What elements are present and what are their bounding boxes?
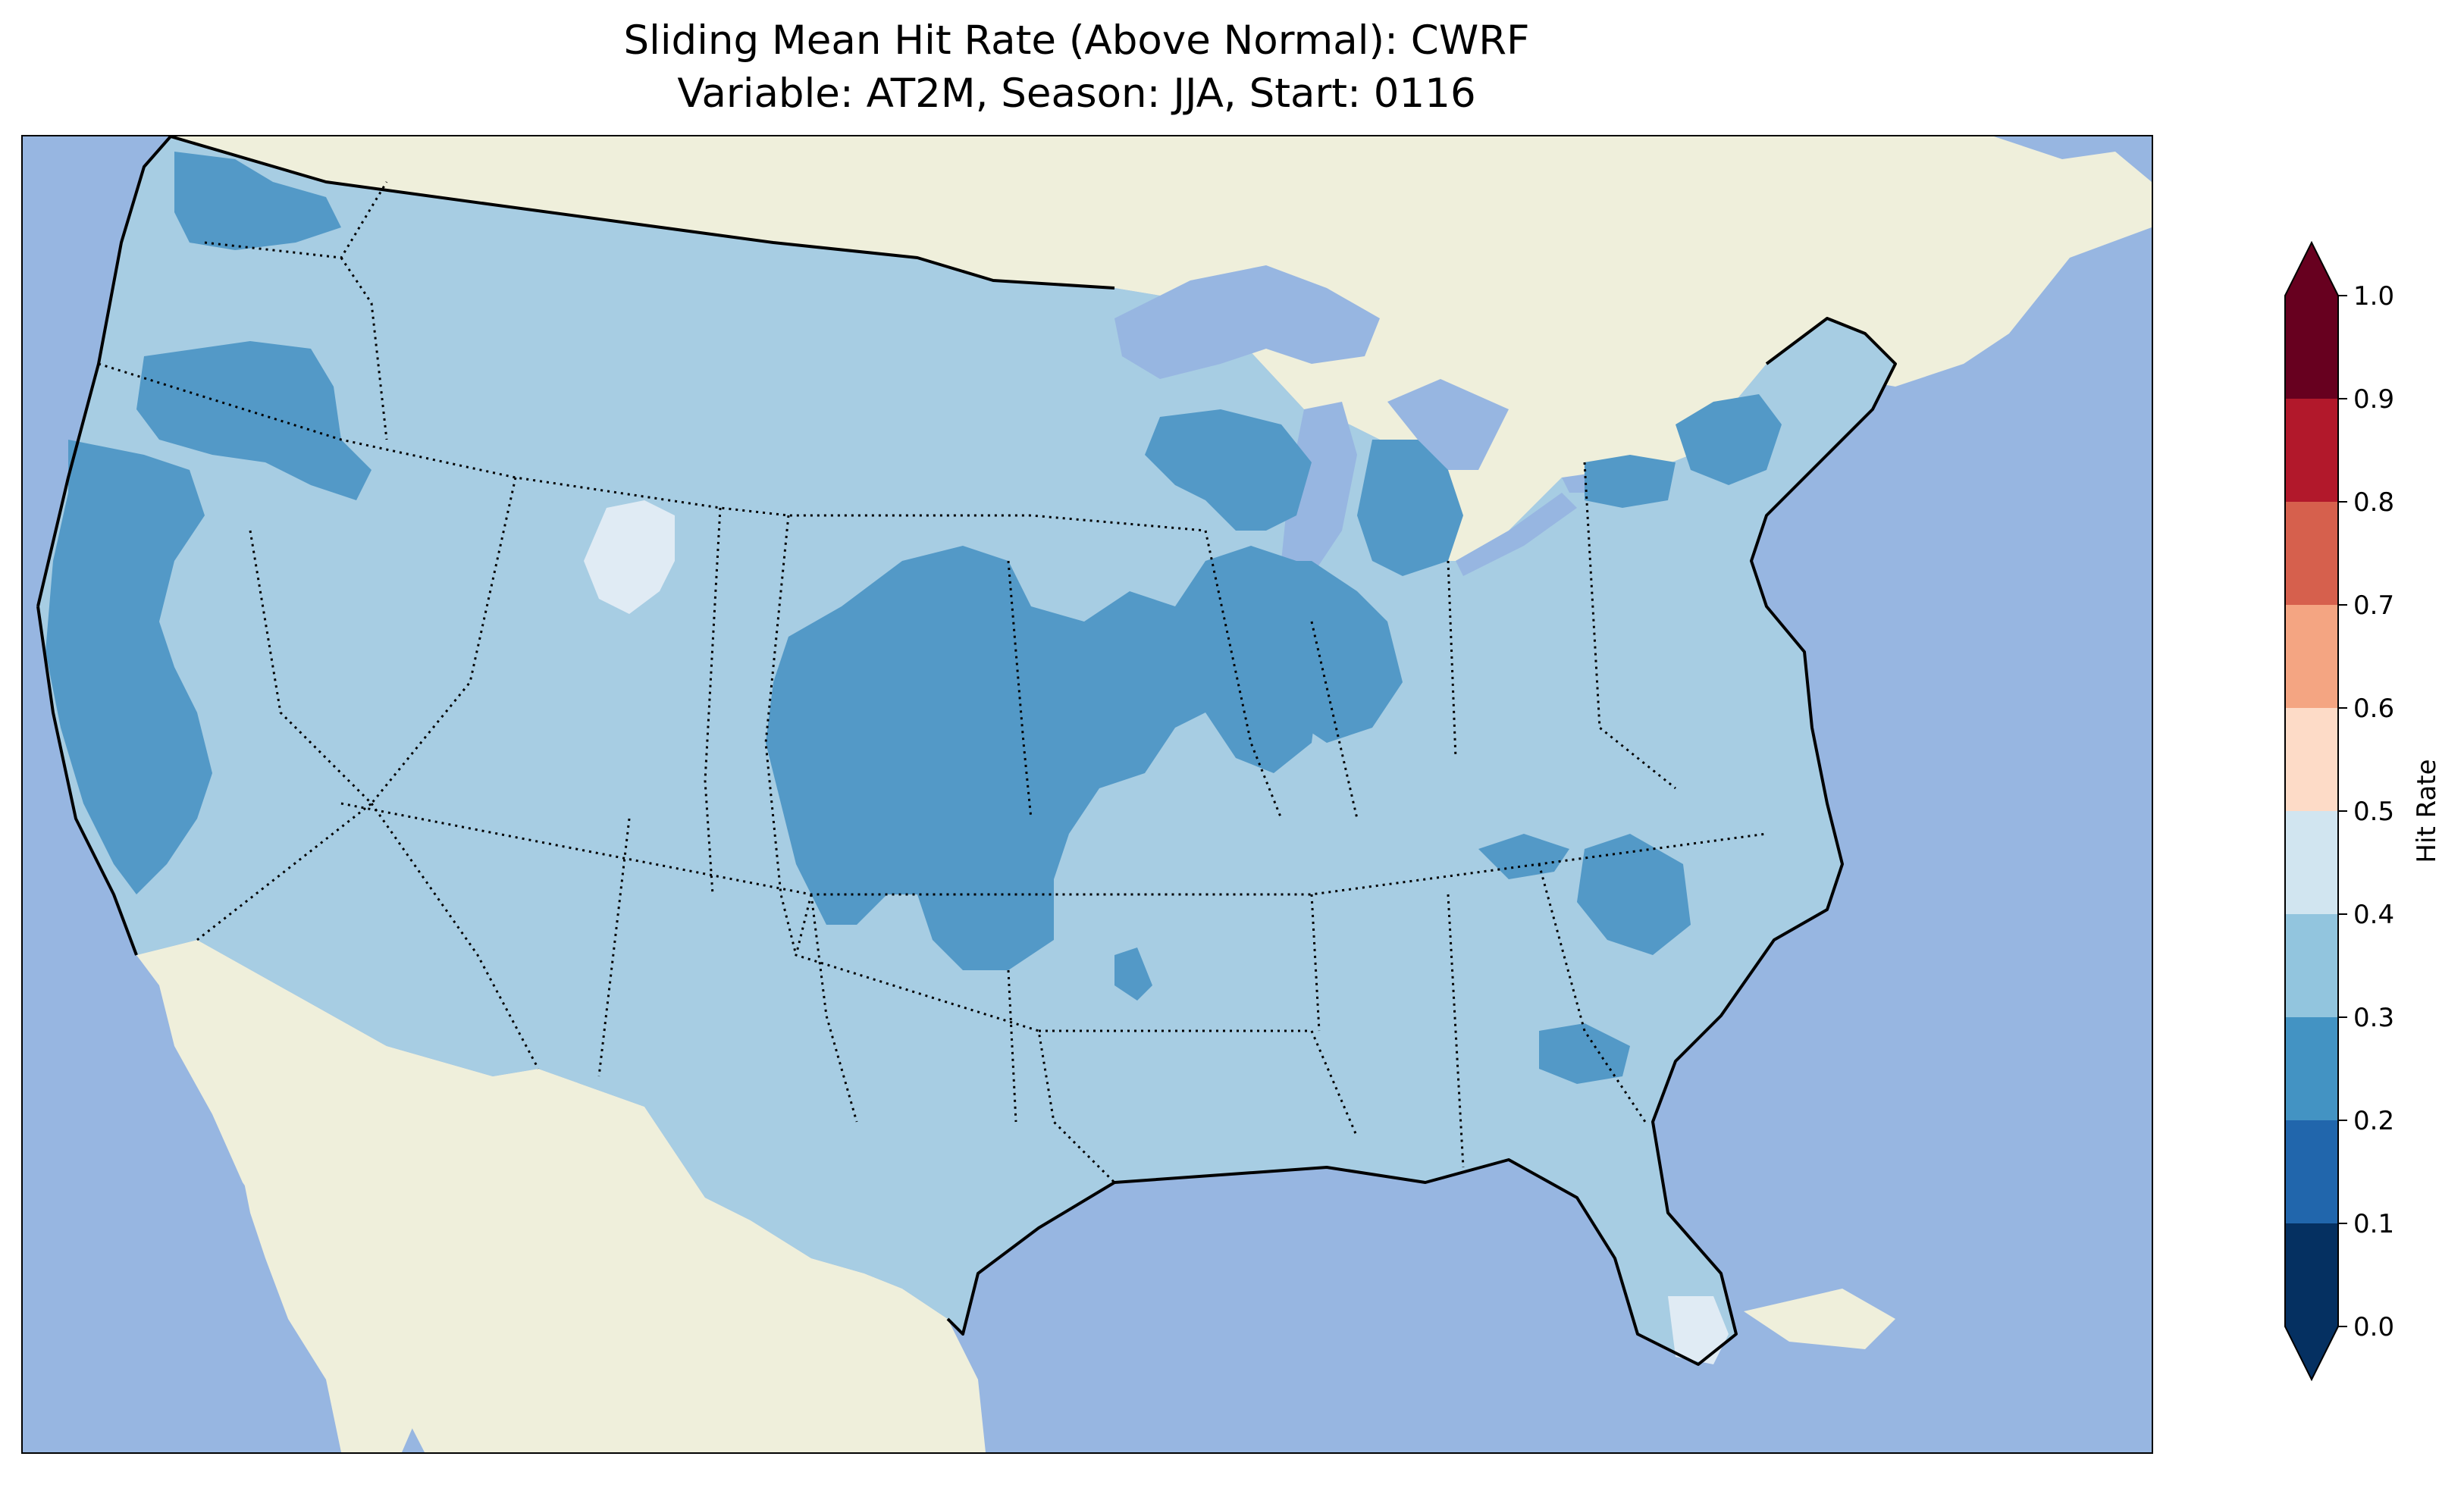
arkansas-patch bbox=[1114, 947, 1152, 1001]
chart-title: Sliding Mean Hit Rate (Above Normal): CW… bbox=[623, 17, 1530, 64]
colorbar-tick-label: 0.8 bbox=[2353, 487, 2394, 518]
lake-superior bbox=[1114, 265, 1380, 379]
map-svg bbox=[23, 136, 2152, 1452]
colorbar-tick-label: 0.7 bbox=[2353, 590, 2394, 621]
colorbar-tick-label: 0.5 bbox=[2353, 797, 2394, 827]
lake-erie bbox=[1456, 493, 1577, 576]
colorbar-tick-label: 0.1 bbox=[2353, 1209, 2394, 1239]
lake-michigan bbox=[1281, 402, 1357, 576]
california-coast-patch bbox=[45, 440, 212, 894]
canada-land bbox=[171, 136, 2152, 561]
mexico-land bbox=[136, 940, 986, 1452]
illinois-indiana-patch bbox=[1251, 561, 1403, 743]
chart-subtitle: Variable: AT2M, Season: JJA, Start: 0116 bbox=[677, 70, 1476, 117]
pnw-washington-patch bbox=[174, 152, 341, 250]
colorbar-segments bbox=[2285, 296, 2338, 1326]
colorbar-extend-over bbox=[2285, 243, 2338, 296]
cuba-land bbox=[1744, 1289, 1895, 1349]
upper-midwest-patch bbox=[1145, 409, 1312, 531]
michigan-patch bbox=[1357, 440, 1463, 576]
colorbar-tick-label: 0.6 bbox=[2353, 694, 2394, 724]
colorbar-tick-label: 0.9 bbox=[2353, 384, 2394, 415]
colorbar-segment bbox=[2285, 811, 2338, 914]
central-plains-patch bbox=[766, 546, 1319, 970]
colorbar-tick-label: 0.2 bbox=[2353, 1106, 2394, 1136]
colorbar-segment bbox=[2285, 1120, 2338, 1223]
colorbar: 0.0 0.1 0.2 0.3 0.4 0.5 0.6 0.7 0.8 0.9 1.0 Hit Ra… bbox=[2284, 240, 2442, 1382]
new-york-patch bbox=[1585, 455, 1676, 508]
coastline bbox=[36, 136, 1897, 1366]
south-florida-high-patch bbox=[1668, 1296, 1729, 1364]
oregon-patch bbox=[136, 341, 371, 500]
colorbar-segment bbox=[2285, 605, 2338, 708]
colorbar-segment bbox=[2285, 914, 2338, 1017]
colorbar-ticks: 0.0 0.1 0.2 0.3 0.4 0.5 0.6 0.7 0.8 0.9 1.0 bbox=[2338, 281, 2394, 1342]
colorbar-label: Hit Rate bbox=[2412, 759, 2442, 863]
colorbar-tick-label: 0.0 bbox=[2353, 1312, 2394, 1342]
colorbar-segment bbox=[2285, 296, 2338, 399]
colorbar-tick-label: 1.0 bbox=[2353, 281, 2394, 312]
carolinas-patch bbox=[1577, 834, 1691, 955]
colorbar-segment bbox=[2285, 502, 2338, 605]
colorbar-tick-label: 0.4 bbox=[2353, 900, 2394, 930]
colorbar-tick-label: 0.3 bbox=[2353, 1003, 2394, 1033]
colorbar-segment bbox=[2285, 1017, 2338, 1120]
northeast-patch bbox=[1676, 394, 1782, 485]
colorbar-segment bbox=[2285, 1223, 2338, 1326]
map-panel bbox=[21, 135, 2153, 1454]
colorbar-segment bbox=[2285, 399, 2338, 502]
baja-peninsula bbox=[205, 985, 417, 1452]
tennessee-patch bbox=[1478, 834, 1569, 879]
canada-border bbox=[170, 136, 1115, 290]
wyoming-high-patch bbox=[584, 500, 675, 614]
state-borders bbox=[98, 181, 1767, 1184]
lake-huron bbox=[1387, 379, 1509, 470]
georgia-patch bbox=[1539, 1023, 1630, 1084]
colorbar-extend-under bbox=[2285, 1326, 2338, 1380]
colorbar-segment bbox=[2285, 708, 2338, 811]
